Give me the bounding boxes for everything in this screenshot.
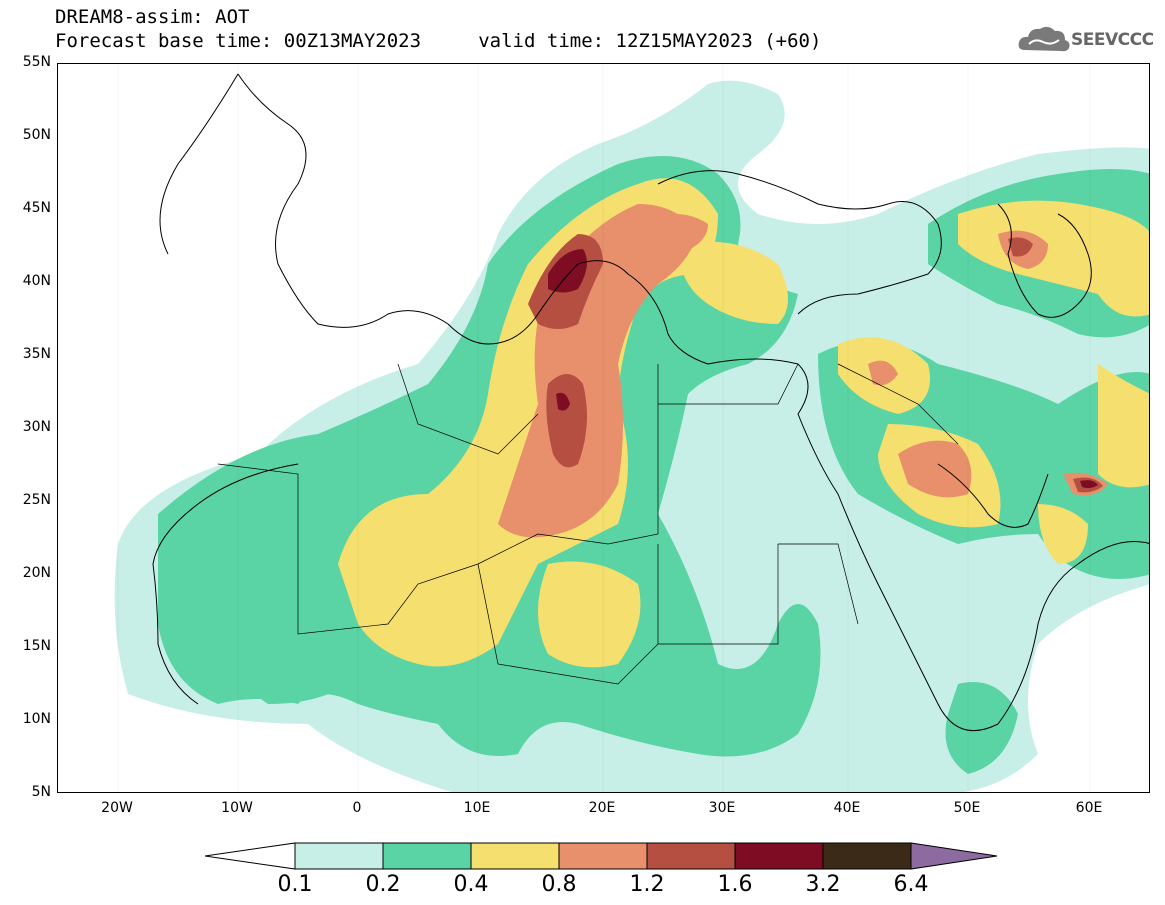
lon-label: 30E — [708, 800, 736, 816]
chart-title-line1: DREAM8-assim: AOT — [55, 6, 250, 28]
seevccc-logo: SEEVCCC — [1017, 22, 1157, 58]
colorbar-segment-under — [205, 842, 296, 870]
lat-label: 40N — [22, 273, 51, 289]
colorbar-segment-over — [910, 842, 998, 870]
colorbar-label: 1.2 — [629, 872, 665, 897]
colorbar-segment — [734, 842, 824, 870]
lon-label: 50E — [953, 800, 981, 816]
lon-label: 20W — [101, 800, 133, 816]
lat-label: 20N — [22, 565, 51, 581]
lat-label: 30N — [22, 419, 51, 435]
lat-label: 45N — [22, 200, 51, 216]
colorbar-label: 0.2 — [365, 872, 401, 897]
cloud-icon — [1018, 26, 1070, 52]
colorbar-label: 1.6 — [717, 872, 753, 897]
lon-label: 60E — [1075, 800, 1103, 816]
logo-text: SEEVCCC — [1071, 30, 1154, 50]
aot-map — [114, 64, 1149, 792]
colorbar-label: 6.4 — [893, 872, 929, 897]
lon-label: 40E — [833, 800, 861, 816]
colorbar-label: 3.2 — [805, 872, 841, 897]
colorbar-segment — [382, 842, 472, 870]
lon-label: 10E — [463, 800, 491, 816]
lon-label: 10W — [221, 800, 253, 816]
gridlines — [117, 64, 1091, 792]
colorbar-segment — [470, 842, 560, 870]
coastlines — [152, 73, 1149, 732]
lat-label: 25N — [22, 492, 51, 508]
lat-label: 10N — [22, 711, 51, 727]
lat-label: 35N — [22, 346, 51, 362]
country-borders — [217, 363, 959, 685]
chart-title-line2: Forecast base time: 00Z13MAY2023 valid t… — [55, 30, 822, 52]
aot-band-1.6 — [548, 249, 1098, 489]
colorbar-segment — [294, 842, 384, 870]
lon-label: 20E — [588, 800, 616, 816]
colorbar-label: 0.4 — [453, 872, 489, 897]
lat-label: 50N — [22, 127, 51, 143]
lat-label: 15N — [22, 638, 51, 654]
colorbar-segment — [646, 842, 736, 870]
colorbar-segment — [558, 842, 648, 870]
colorbar-label: 0.8 — [541, 872, 577, 897]
map-panel — [57, 63, 1150, 793]
colorbar-segment — [822, 842, 912, 870]
lat-label: 5N — [31, 784, 51, 800]
colorbar-label: 0.1 — [277, 872, 313, 897]
lat-label: 55N — [22, 54, 51, 70]
aot-band-0.4 — [338, 178, 1149, 668]
colorbar — [205, 842, 998, 870]
lon-label: 0 — [352, 800, 362, 816]
